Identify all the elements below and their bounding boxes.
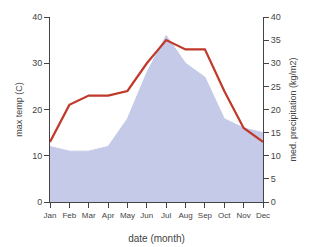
svg-text:10: 10 <box>271 151 281 161</box>
svg-text:Sep: Sep <box>198 211 213 220</box>
svg-text:15: 15 <box>271 128 281 138</box>
svg-text:Nov: Nov <box>237 211 251 220</box>
svg-text:20: 20 <box>32 105 42 115</box>
svg-text:Oct: Oct <box>218 211 231 220</box>
svg-text:30: 30 <box>271 58 281 68</box>
svg-text:30: 30 <box>32 58 42 68</box>
svg-text:Apr: Apr <box>102 211 115 220</box>
svg-text:May: May <box>120 211 135 220</box>
svg-text:35: 35 <box>271 35 281 45</box>
svg-text:med. precipitation (kg/m2): med. precipitation (kg/m2) <box>288 57 298 161</box>
svg-text:40: 40 <box>32 12 42 22</box>
svg-text:Aug: Aug <box>178 211 192 220</box>
svg-text:max temp (C): max temp (C) <box>14 82 24 137</box>
svg-text:5: 5 <box>271 174 276 184</box>
svg-text:10: 10 <box>32 151 42 161</box>
svg-text:date (month): date (month) <box>128 233 185 244</box>
svg-text:Dec: Dec <box>256 211 270 220</box>
svg-text:20: 20 <box>271 105 281 115</box>
svg-text:40: 40 <box>271 12 281 22</box>
svg-text:Jun: Jun <box>140 211 153 220</box>
svg-text:0: 0 <box>37 197 42 207</box>
svg-text:0: 0 <box>271 197 276 207</box>
svg-text:Feb: Feb <box>62 211 76 220</box>
svg-text:Jul: Jul <box>161 211 171 220</box>
svg-text:25: 25 <box>271 82 281 92</box>
svg-text:Mar: Mar <box>82 211 96 220</box>
svg-text:Jan: Jan <box>44 211 57 220</box>
